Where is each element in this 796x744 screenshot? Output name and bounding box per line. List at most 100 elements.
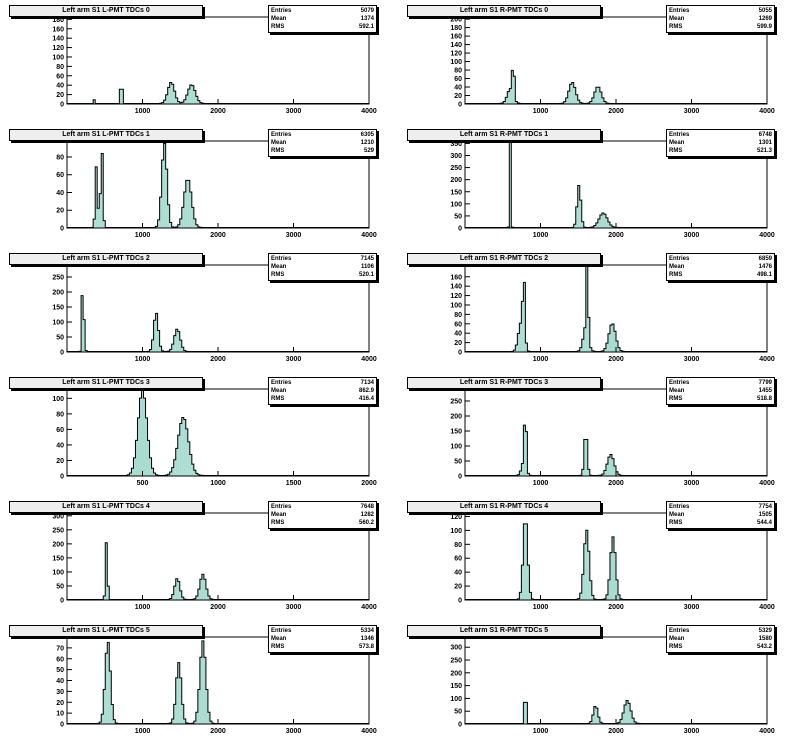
histogram-bar xyxy=(603,470,606,476)
y-tick-label: 100 xyxy=(450,59,462,66)
histogram-panel: 0 20 40 60 80 100 120 140 160 1000 2000 3000 4000 Lef… xyxy=(398,248,796,372)
x-tick-label: 4000 xyxy=(361,108,377,115)
y-tick-label: 250 xyxy=(450,165,462,172)
stat-row-rms: RMS 518.8 xyxy=(669,395,772,403)
stat-label: Mean xyxy=(669,140,685,146)
x-tick-label: 4000 xyxy=(361,728,377,735)
histogram-bar xyxy=(583,543,586,600)
histogram-outline xyxy=(66,389,370,476)
histogram-bar xyxy=(185,180,188,228)
histogram-bar xyxy=(519,471,522,476)
y-tick-label: 20 xyxy=(454,584,462,591)
stat-row-mean: Mean 1374 xyxy=(271,15,374,23)
stat-value: 529 xyxy=(363,148,374,154)
stat-row-entries: Entries 5329 xyxy=(669,627,772,635)
histogram-bar xyxy=(197,689,200,724)
histogram-bar xyxy=(607,333,610,352)
histogram-bar xyxy=(105,653,108,724)
histogram-bar xyxy=(583,327,586,352)
histogram-bar xyxy=(183,719,186,724)
histogram-bar xyxy=(165,169,168,228)
histogram-bar xyxy=(575,94,578,104)
histogram-bar xyxy=(591,350,594,352)
y-tick-label: 150 xyxy=(450,429,462,436)
histogram-bar xyxy=(155,313,158,352)
histogram-bar xyxy=(587,551,590,600)
x-tick-label: 4000 xyxy=(361,356,377,363)
x-tick-label: 2000 xyxy=(608,480,624,487)
x-tick-label: 2000 xyxy=(361,480,377,487)
stat-label: Mean xyxy=(271,140,287,146)
histogram-bar xyxy=(616,579,619,600)
stat-label: RMS xyxy=(669,24,683,30)
histogram-bar xyxy=(85,350,88,352)
histogram-panel: 0 50 100 150 200 250 300 1000 2000 3000 4000 Left a… xyxy=(0,496,398,620)
stat-value: 5079 xyxy=(360,8,374,14)
stat-label: RMS xyxy=(669,148,683,154)
histogram-title: Left arm S1 L-PMT TDCs 0 xyxy=(9,5,203,17)
x-tick-label: 2000 xyxy=(608,108,624,115)
histogram-bar xyxy=(195,224,198,228)
histogram-bar xyxy=(103,689,106,724)
histogram-plot: 0 20 40 60 80 100 500 1000 1500 2000 xyxy=(52,388,377,487)
stat-row-mean: Mean 1455 xyxy=(669,387,772,395)
x-tick-label: 1000 xyxy=(135,356,151,363)
histogram-bar xyxy=(609,552,612,600)
y-tick-label: 20 xyxy=(56,92,64,99)
stat-value: 543.2 xyxy=(756,644,772,650)
x-tick-label: 1500 xyxy=(286,480,302,487)
stat-row-rms: RMS 560.2 xyxy=(271,519,374,527)
stats-box: Entries 5334 Mean 1346 RMS 573.8 xyxy=(268,625,377,653)
histogram-panel: 0 50 100 150 200 250 1000 2000 3000 4000 Left arm … xyxy=(398,372,796,496)
histogram-bar xyxy=(161,350,164,352)
y-tick-label: 50 xyxy=(454,459,462,466)
stat-row-mean: Mean 1346 xyxy=(271,635,374,643)
histogram-bar xyxy=(177,331,180,352)
stat-value: 6305 xyxy=(360,132,374,138)
histogram-bar xyxy=(169,222,172,228)
x-tick-label: 4000 xyxy=(759,728,775,735)
histogram-bar xyxy=(571,82,574,104)
histogram-bar xyxy=(175,677,178,724)
histogram-bar xyxy=(133,457,136,476)
y-tick-label: 300 xyxy=(450,645,462,652)
histogram-bar xyxy=(503,101,506,104)
histogram-bar xyxy=(513,76,516,104)
stat-row-rms: RMS 544.4 xyxy=(669,519,772,527)
stat-label: Entries xyxy=(271,256,292,262)
histogram-bar xyxy=(159,346,162,352)
histogram-bar xyxy=(593,706,596,724)
histogram-bar xyxy=(577,350,580,352)
stat-value: 7754 xyxy=(758,504,772,510)
histogram-bar xyxy=(593,92,596,104)
histogram-bar xyxy=(527,565,530,600)
x-tick-label: 3000 xyxy=(286,232,302,239)
stat-value: 520.1 xyxy=(358,272,374,278)
y-tick-label: 0 xyxy=(60,226,64,233)
histogram-title: Left arm S1 R-PMT TDCs 0 xyxy=(407,5,601,17)
stat-label: RMS xyxy=(271,644,285,650)
y-tick-label: 120 xyxy=(450,293,462,300)
histogram-bar xyxy=(607,579,610,600)
histogram-bar xyxy=(521,565,524,600)
x-tick-label: 2000 xyxy=(608,728,624,735)
histogram-bar xyxy=(579,593,582,600)
histogram-bar xyxy=(137,417,140,476)
histogram-bar xyxy=(175,329,178,352)
y-tick-label: 0 xyxy=(60,598,64,605)
histogram-panel: 0 20 40 60 80 100 120 1000 2000 3000 4000 Left arm … xyxy=(398,496,796,620)
histogram-bar xyxy=(111,704,114,724)
y-tick-label: 100 xyxy=(52,320,64,327)
stat-label: RMS xyxy=(271,520,285,526)
stat-label: Mean xyxy=(669,388,685,394)
histogram-bar xyxy=(175,448,178,476)
histogram-bar xyxy=(581,339,584,352)
y-tick-label: 80 xyxy=(454,542,462,549)
histogram-bar xyxy=(505,97,508,104)
histogram-bar xyxy=(97,208,100,228)
histogram-bar xyxy=(207,596,210,600)
histogram-bar xyxy=(577,100,580,104)
y-tick-label: 200 xyxy=(52,290,64,297)
histogram-bar xyxy=(201,640,204,724)
histogram-panel: 0 20 40 60 80 1000 2000 3000 4000 Left arm S1 L-P… xyxy=(0,124,398,248)
